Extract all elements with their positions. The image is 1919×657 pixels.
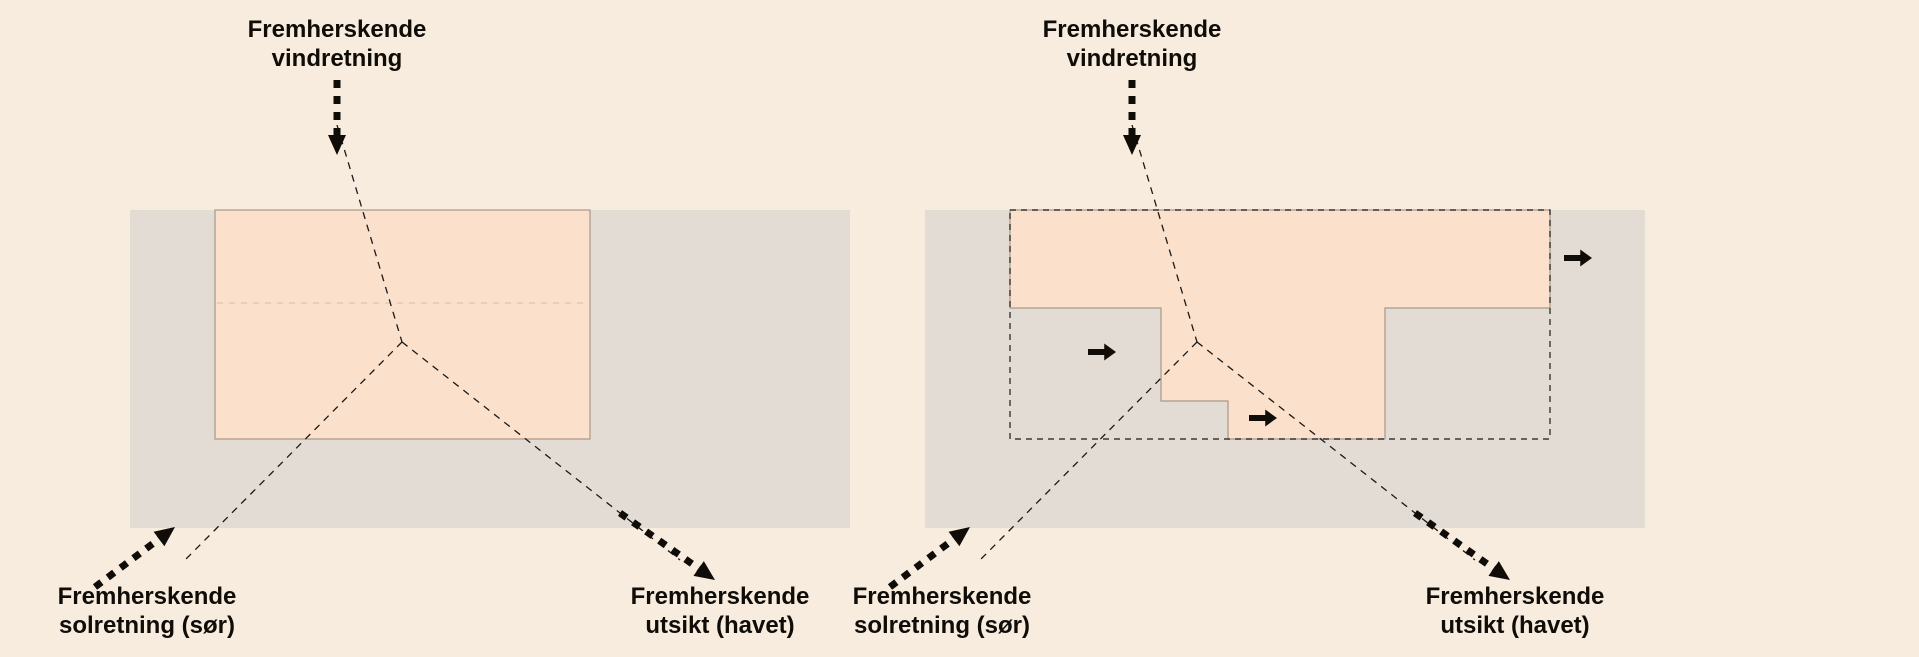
label-view-b: Fremherskende utsikt (havet) <box>1426 583 1605 641</box>
label-wind-b: Fremherskende vindretning <box>1043 16 1222 74</box>
label-view-a: Fremherskende utsikt (havet) <box>631 583 810 641</box>
label-sun-b: Fremherskende solretning (sør) <box>853 583 1032 641</box>
label-sun-a: Fremherskende solretning (sør) <box>58 583 237 641</box>
diagram-canvas: Fremherskende vindretning Fremherskende … <box>0 0 1919 657</box>
label-wind-a: Fremherskende vindretning <box>248 16 427 74</box>
svg-layer <box>0 0 1919 657</box>
